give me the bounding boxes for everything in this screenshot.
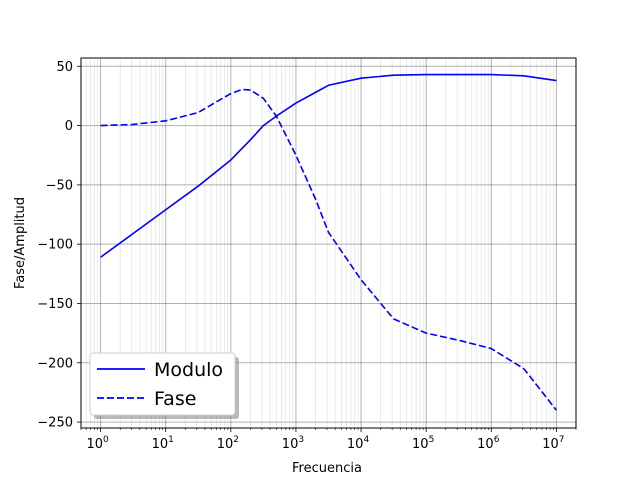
y-tick-label: −150 xyxy=(37,297,73,312)
x-tick-label: 103 xyxy=(282,435,304,452)
legend-label-modulo: Modulo xyxy=(154,359,223,381)
y-tick-label: −200 xyxy=(37,356,73,371)
y-tick-label: −50 xyxy=(46,178,73,193)
series-line-fase xyxy=(100,88,558,411)
x-axis-label: Frecuencia xyxy=(292,461,362,476)
x-tick-label: 104 xyxy=(347,435,370,452)
y-tick-label: 0 xyxy=(65,119,73,134)
y-tick-label: −100 xyxy=(37,238,73,253)
x-tick-label: 106 xyxy=(477,435,500,452)
x-tick-label: 102 xyxy=(217,435,239,452)
legend: Modulo Fase xyxy=(89,352,239,419)
legend-label-fase: Fase xyxy=(154,388,196,410)
x-tick-label: 107 xyxy=(542,435,564,452)
x-tick-label: 100 xyxy=(86,435,109,452)
y-tick-label: −250 xyxy=(37,416,73,431)
x-tick-label: 105 xyxy=(412,435,434,452)
x-tick-label: 101 xyxy=(152,435,174,452)
x-axis-ticks: 100 101 102 103 104 105 106 107 xyxy=(80,428,577,452)
y-axis-label: Fase/Amplitud xyxy=(13,197,28,289)
plot-frame xyxy=(80,57,577,429)
series-line-modulo xyxy=(100,73,557,258)
plot-lines xyxy=(100,73,558,411)
y-axis-ticks: 50 0 −50 −100 −150 −200 −250 xyxy=(37,60,81,431)
y-tick-label: 50 xyxy=(56,60,73,75)
